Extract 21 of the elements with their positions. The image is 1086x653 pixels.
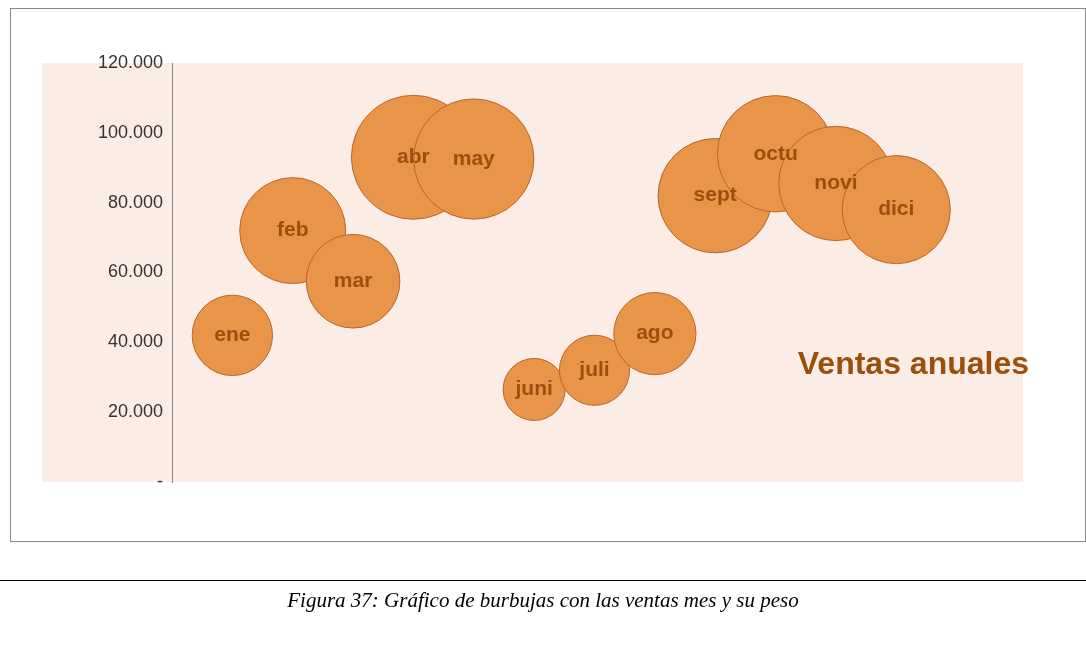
x-tick-label: feb [276, 217, 309, 241]
y-tick-label: 60.000 [107, 261, 163, 282]
y-tick-label: 100.000 [97, 121, 163, 142]
y-tick-label: 20.000 [107, 401, 163, 422]
y-tick-label: 40.000 [107, 331, 163, 352]
x-tick-label: novi [814, 170, 858, 194]
x-tick-label: ene [214, 322, 251, 346]
x-tick-label: sept [693, 182, 737, 206]
x-tick-label: may [452, 145, 496, 169]
x-tick-label: ago [636, 320, 674, 344]
x-tick-label: juli [578, 357, 610, 381]
x-tick-label: mar [333, 268, 373, 292]
x-tick-label: octu [753, 140, 798, 164]
x-tick-label: juni [514, 376, 553, 400]
text: Ventas anuales [797, 344, 1029, 381]
y-tick-label: - [157, 470, 163, 491]
y-tick-label: 80.000 [107, 191, 163, 212]
text: Figura 37: Gráfico de burbujas con las ventas mes y su peso [286, 588, 800, 613]
x-tick-label: abr [397, 144, 430, 168]
y-tick-label: 120.000 [97, 51, 163, 72]
x-tick-label: dici [878, 196, 915, 220]
